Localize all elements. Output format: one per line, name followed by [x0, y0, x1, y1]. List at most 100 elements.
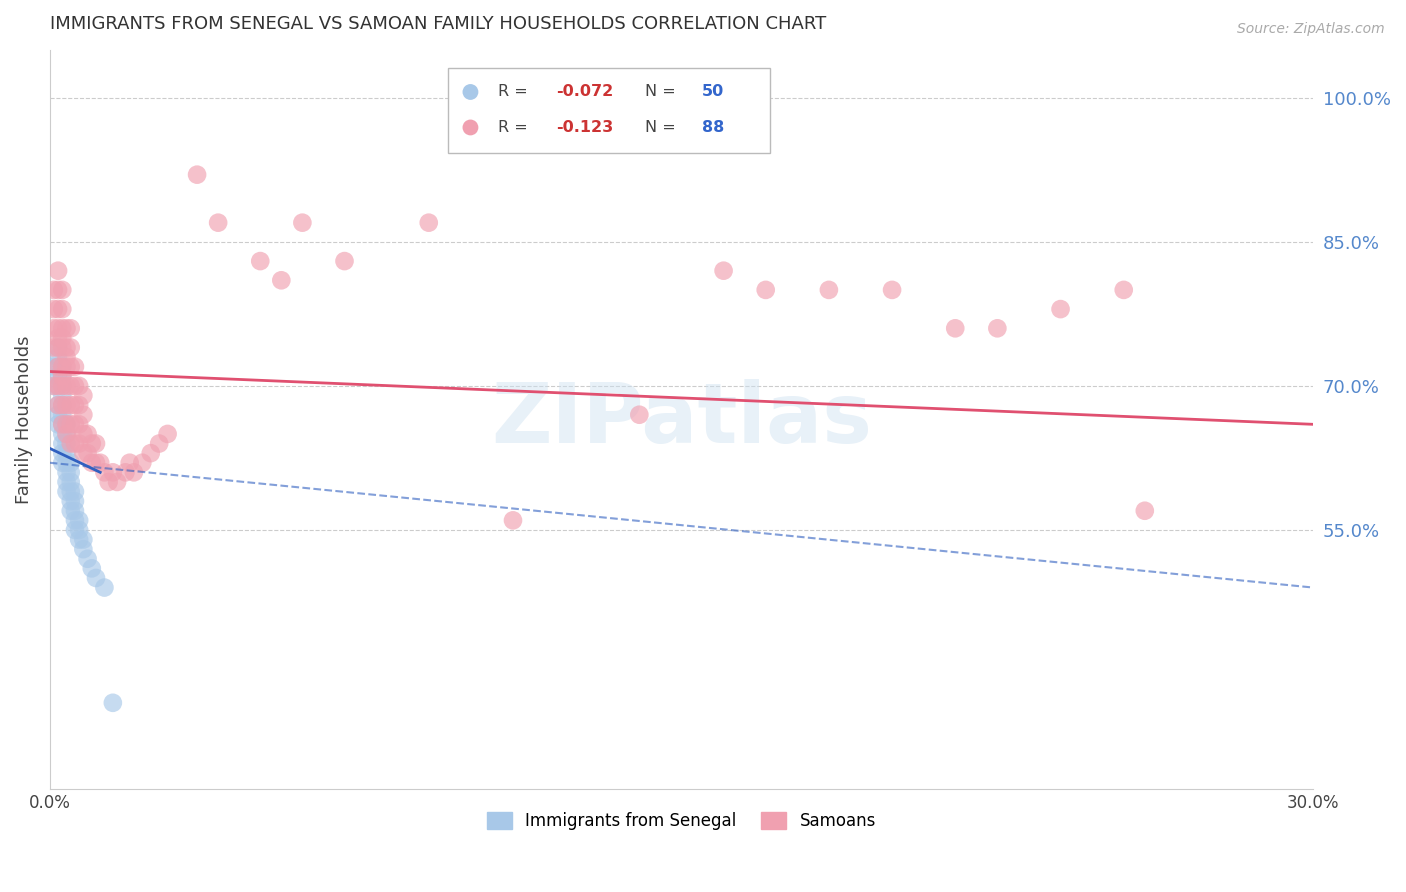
Point	[46, 398, 69, 412]
Point	[59, 456, 82, 470]
Point	[51, 398, 73, 412]
Point	[46, 321, 69, 335]
Point	[59, 484, 82, 499]
Point	[51, 331, 73, 345]
Point	[122, 466, 145, 480]
Point	[55, 379, 77, 393]
Point	[118, 456, 141, 470]
Point	[63, 494, 86, 508]
Text: R =: R =	[498, 120, 533, 135]
Text: ZIPatlas: ZIPatlas	[491, 379, 872, 460]
Point	[80, 436, 103, 450]
Point	[76, 551, 98, 566]
Point	[207, 216, 229, 230]
Point	[270, 273, 292, 287]
Point	[67, 436, 90, 450]
Point	[51, 456, 73, 470]
Point	[55, 321, 77, 335]
Point	[818, 283, 841, 297]
Point	[63, 417, 86, 432]
Point	[55, 417, 77, 432]
Text: N =: N =	[645, 120, 681, 135]
Point	[156, 426, 179, 441]
Point	[59, 475, 82, 489]
Point	[46, 398, 69, 412]
Point	[55, 417, 77, 432]
Point	[42, 379, 65, 393]
Point	[46, 263, 69, 277]
Point	[67, 417, 90, 432]
Point	[46, 302, 69, 317]
Point	[51, 426, 73, 441]
Point	[51, 341, 73, 355]
Point	[67, 513, 90, 527]
Point	[80, 456, 103, 470]
Point	[59, 341, 82, 355]
Point	[46, 359, 69, 374]
Point	[418, 216, 440, 230]
Point	[755, 283, 778, 297]
Point	[42, 379, 65, 393]
Point	[46, 331, 69, 345]
Point	[148, 436, 170, 450]
Point	[51, 369, 73, 384]
Point	[72, 542, 94, 557]
Point	[80, 561, 103, 575]
Point	[51, 417, 73, 432]
Point	[55, 446, 77, 460]
Point	[114, 466, 136, 480]
Point	[93, 466, 115, 480]
Point	[63, 484, 86, 499]
Point	[55, 456, 77, 470]
Point	[51, 369, 73, 384]
Point	[42, 283, 65, 297]
Point	[101, 696, 124, 710]
Point	[46, 417, 69, 432]
Point	[67, 533, 90, 547]
Point	[51, 359, 73, 374]
Text: 88: 88	[702, 120, 724, 135]
Point	[55, 426, 77, 441]
Text: R =: R =	[498, 85, 533, 100]
Point	[63, 398, 86, 412]
Point	[46, 379, 69, 393]
Point	[51, 388, 73, 402]
Point	[101, 466, 124, 480]
FancyBboxPatch shape	[447, 69, 770, 153]
Point	[51, 398, 73, 412]
Point	[67, 523, 90, 537]
Point	[1049, 302, 1071, 317]
Point	[55, 341, 77, 355]
Point	[59, 494, 82, 508]
Point	[63, 513, 86, 527]
Point	[93, 581, 115, 595]
Point	[986, 321, 1008, 335]
Point	[51, 408, 73, 422]
Text: IMMIGRANTS FROM SENEGAL VS SAMOAN FAMILY HOUSEHOLDS CORRELATION CHART: IMMIGRANTS FROM SENEGAL VS SAMOAN FAMILY…	[49, 15, 825, 33]
Point	[55, 466, 77, 480]
Text: -0.072: -0.072	[557, 85, 613, 100]
Point	[51, 321, 73, 335]
Point	[55, 484, 77, 499]
Point	[51, 436, 73, 450]
Point	[51, 417, 73, 432]
Point	[59, 398, 82, 412]
Point	[59, 359, 82, 374]
Point	[55, 426, 77, 441]
Point	[42, 341, 65, 355]
Point	[46, 379, 69, 393]
Text: Source: ZipAtlas.com: Source: ZipAtlas.com	[1237, 22, 1385, 37]
Text: -0.123: -0.123	[557, 120, 613, 135]
Point	[84, 456, 107, 470]
Point	[880, 283, 903, 297]
Point	[46, 408, 69, 422]
Point	[55, 475, 77, 489]
Point	[1133, 504, 1156, 518]
Point	[59, 379, 82, 393]
Point	[63, 436, 86, 450]
Point	[59, 436, 82, 450]
Point	[105, 475, 128, 489]
Point	[59, 466, 82, 480]
Point	[59, 504, 82, 518]
Point	[72, 426, 94, 441]
